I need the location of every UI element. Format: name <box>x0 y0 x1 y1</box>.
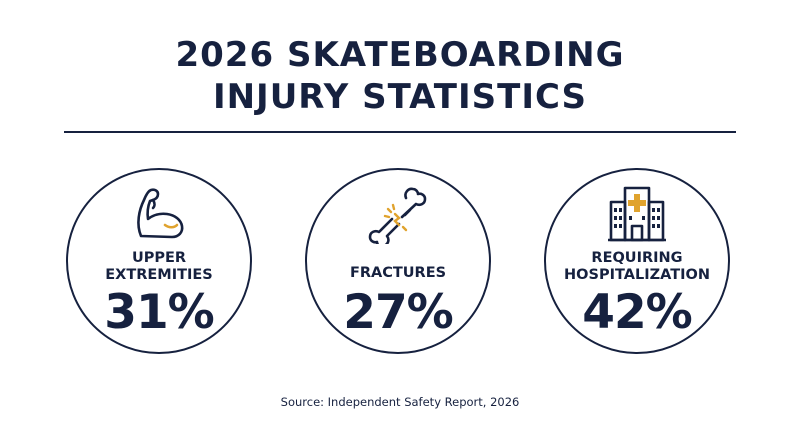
stat-fractures: FRACTURES 27% <box>305 168 491 354</box>
stat-value: 31% <box>104 285 215 340</box>
title-divider <box>64 131 736 133</box>
stat-requiring-hospitalization: REQUIRING HOSPITALIZATION 42% <box>544 168 730 354</box>
stat-value: 42% <box>582 285 693 340</box>
broken-bone-icon <box>368 187 427 244</box>
stat-label-line-2: HOSPITALIZATION <box>564 267 710 283</box>
page-title-line-2: INJURY STATISTICS <box>212 77 588 117</box>
stat-label-line-1: UPPER <box>131 250 187 266</box>
hospital-building-icon <box>608 186 666 242</box>
page-title-line-1: 2026 SKATEBOARDING <box>175 35 625 75</box>
stat-value: 27% <box>343 285 454 340</box>
stat-label-line-2: EXTREMITIES <box>105 267 213 283</box>
stat-label-line-1: REQUIRING <box>591 250 683 266</box>
stat-upper-extremities: UPPER EXTREMITIES 31% <box>66 168 252 354</box>
flexed-arm-icon <box>137 188 184 239</box>
source-citation: Source: Independent Safety Report, 2026 <box>280 395 520 409</box>
stat-label: FRACTURES <box>349 265 447 281</box>
